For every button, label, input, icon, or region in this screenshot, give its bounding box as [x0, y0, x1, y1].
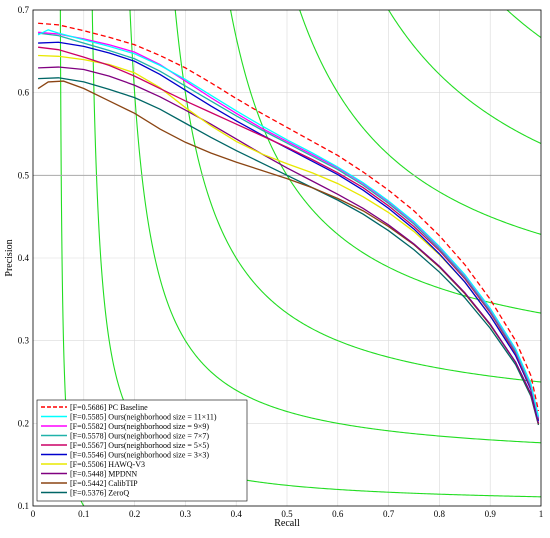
tick-labels: 0 0.1 0.2 0.3 0.4 0.5 0.6 0.7 0.8 0.9 10.10.20.30.… — [18, 5, 544, 519]
iso-f-curve — [299, 10, 541, 235]
series-line — [38, 32, 540, 419]
x-tick-label: 0.6 — [332, 509, 344, 519]
series-line — [38, 41, 540, 422]
series-line — [38, 66, 540, 424]
plot-frame — [32, 9, 542, 507]
y-tick-label: 0.2 — [18, 418, 29, 428]
series-line — [38, 77, 540, 426]
legend-entry: [F=0.5567] Ours(neighborhood size = 5×5) — [70, 441, 209, 450]
x-tick-label: 0.5 — [281, 509, 293, 519]
legend-entry: [F=0.5442] CalibTIP — [70, 479, 138, 488]
x-tick-label: 0.1 — [78, 509, 89, 519]
series-line — [38, 22, 540, 412]
iso-f-curve — [129, 10, 541, 444]
x-tick-label: 0.8 — [434, 509, 446, 519]
series-line — [38, 46, 540, 420]
legend-box — [36, 399, 248, 502]
x-tick-label: 1 — [539, 509, 544, 519]
legend-entry: [F=0.5376] ZeroQ — [70, 488, 129, 497]
series-layer — [37, 22, 540, 426]
series-line — [37, 29, 540, 417]
y-tick-label: 0.7 — [18, 5, 30, 15]
x-axis-label: Recall — [274, 518, 300, 529]
legend-entry: [F=0.5546] Ours(neighborhood size = 3×3) — [70, 450, 209, 459]
legend-entry: [F=0.5506] HAWQ-V3 — [70, 460, 145, 469]
iso-f-curve — [387, 10, 541, 145]
y-tick-label: 0.4 — [18, 253, 30, 263]
y-tick-label: 0.1 — [18, 501, 29, 511]
iso-f-curve — [174, 10, 541, 383]
x-tick-label: 0 — [31, 509, 36, 519]
x-tick-label: 0.3 — [180, 509, 192, 519]
legend: [F=0.5686] PC Baseline[F=0.5585] Ours(ne… — [36, 399, 248, 502]
y-axis-label: Precision — [4, 239, 15, 276]
y-tick-label: 0.6 — [18, 88, 30, 98]
legend-entry: [F=0.5582] Ours(neighborhood size = 9×9) — [70, 422, 209, 431]
x-tick-label: 0.9 — [485, 509, 497, 519]
iso-f-curve — [230, 10, 541, 314]
legend-entry: [F=0.5585] Ours(neighborhood size = 11×1… — [70, 412, 217, 421]
legend-entry: [F=0.5578] Ours(neighborhood size = 7×7) — [70, 431, 209, 440]
x-tick-label: 0.2 — [129, 509, 140, 519]
x-tick-label: 0.7 — [383, 509, 395, 519]
x-tick-label: 0.4 — [231, 509, 243, 519]
legend-entry: [F=0.5448] MPDNN — [70, 469, 137, 478]
legend-entry: [F=0.5686] PC Baseline — [70, 403, 148, 412]
y-tick-label: 0.5 — [18, 170, 30, 180]
y-tick-label: 0.3 — [18, 336, 30, 346]
